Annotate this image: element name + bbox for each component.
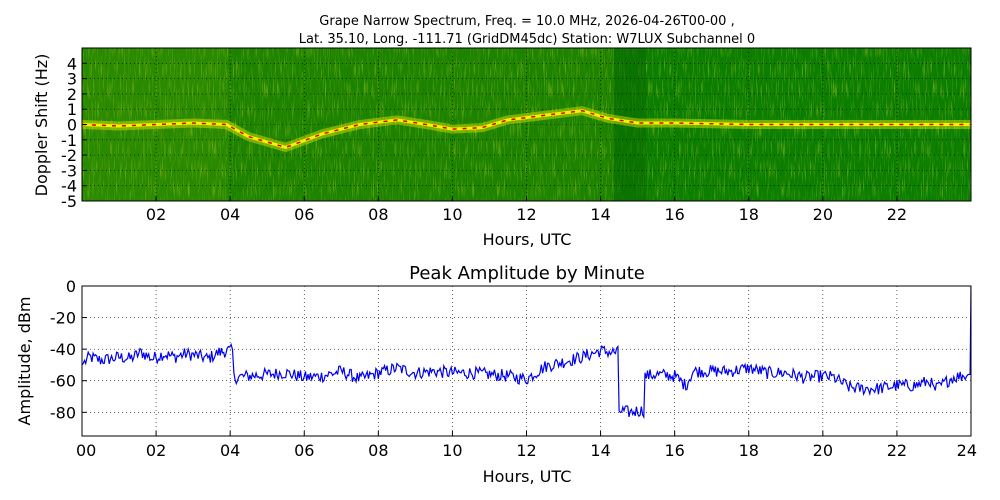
amplitude-y-tick-label: -40	[50, 340, 76, 359]
amplitude-x-tick-label: 06	[294, 441, 314, 460]
spectrogram-y-tick-label: 1	[67, 100, 77, 119]
amplitude-x-tick-label: 18	[739, 441, 759, 460]
amplitude-y-tick-label: -80	[50, 403, 76, 422]
amplitude-x-tick-label: 22	[887, 441, 907, 460]
spectrogram-y-tick-label: 3	[67, 70, 77, 89]
amplitude-chart: Peak Amplitude by Minute 00 02 04 06 08 10 12 1…	[15, 263, 977, 486]
amplitude-x-tick-label: 00	[76, 441, 96, 460]
amplitude-y-axis-label: Amplitude, dBm	[15, 297, 34, 426]
amplitude-x-tick-label: 02	[146, 441, 166, 460]
amplitude-x-tick-label: 08	[368, 441, 388, 460]
amplitude-x-ticks: 00 02 04 06 08 10 12 14 16 18 20 22 24	[76, 431, 977, 460]
spectrogram-x-tick-label: 06	[294, 205, 314, 224]
spectrogram-y-tick-label: -2	[61, 146, 77, 165]
spectrogram-x-tick-label: 10	[442, 205, 462, 224]
spectrogram-x-tick-label: 12	[516, 205, 536, 224]
amplitude-y-tick-label: 0	[66, 277, 76, 296]
amplitude-x-tick-label: 12	[516, 441, 536, 460]
spectrogram-y-tick-label: 4	[67, 54, 77, 73]
amplitude-title: Peak Amplitude by Minute	[409, 263, 645, 284]
amplitude-x-tick-label: 20	[813, 441, 833, 460]
spectrogram-x-tick-label: 02	[146, 205, 166, 224]
spectrogram-x-tick-label: 08	[368, 205, 388, 224]
amplitude-y-tick-label: -60	[50, 372, 76, 391]
amplitude-x-tick-label: 16	[664, 441, 684, 460]
amplitude-x-tick-label: 14	[590, 441, 610, 460]
amplitude-x-tick-label: 24	[957, 441, 977, 460]
spectrogram-y-tick-label: 2	[67, 85, 77, 104]
spectrogram-y-tick-label: -1	[61, 131, 77, 150]
spectrogram-x-axis-label: Hours, UTC	[483, 230, 572, 249]
spectrogram-x-tick-label: 22	[887, 205, 907, 224]
spectrogram-y-axis-label: Doppler Shift (Hz)	[32, 54, 51, 197]
spectrogram-x-ticks: 02 04 06 08 10 12 14 16 18 20 22	[146, 196, 907, 224]
spectrogram-x-tick-label: 20	[813, 205, 833, 224]
amplitude-grid	[82, 286, 971, 436]
spectrogram-y-tick-label: -4	[61, 177, 77, 196]
amplitude-x-tick-label: 10	[442, 441, 462, 460]
amplitude-x-axis-label: Hours, UTC	[483, 467, 572, 486]
spectrogram-title-line1: Grape Narrow Spectrum, Freq. = 10.0 MHz,…	[319, 14, 734, 29]
spectrogram-chart: Grape Narrow Spectrum, Freq. = 10.0 MHz,…	[32, 14, 972, 249]
spectrogram-x-tick-label: 16	[664, 205, 684, 224]
spectrogram-y-tick-label: -5	[61, 192, 77, 211]
amplitude-series-line	[82, 286, 971, 420]
amplitude-y-ticks: 0 -20 -40 -60 -80	[50, 277, 87, 422]
doppler-peak-trace	[82, 109, 971, 149]
amplitude-y-tick-label: -20	[50, 309, 76, 328]
spectrogram-x-tick-label: 18	[739, 205, 759, 224]
amplitude-x-tick-label: 04	[220, 441, 240, 460]
spectrogram-y-tick-label: -3	[61, 161, 77, 180]
spectrogram-y-tick-label: 0	[67, 116, 77, 135]
spectrogram-x-tick-label: 04	[220, 205, 240, 224]
spectrogram-x-tick-label: 14	[590, 205, 610, 224]
amplitude-plot-area	[82, 286, 971, 436]
spectrogram-title-line2: Lat. 35.10, Long. -111.71 (GridDM45dc) S…	[299, 32, 755, 47]
